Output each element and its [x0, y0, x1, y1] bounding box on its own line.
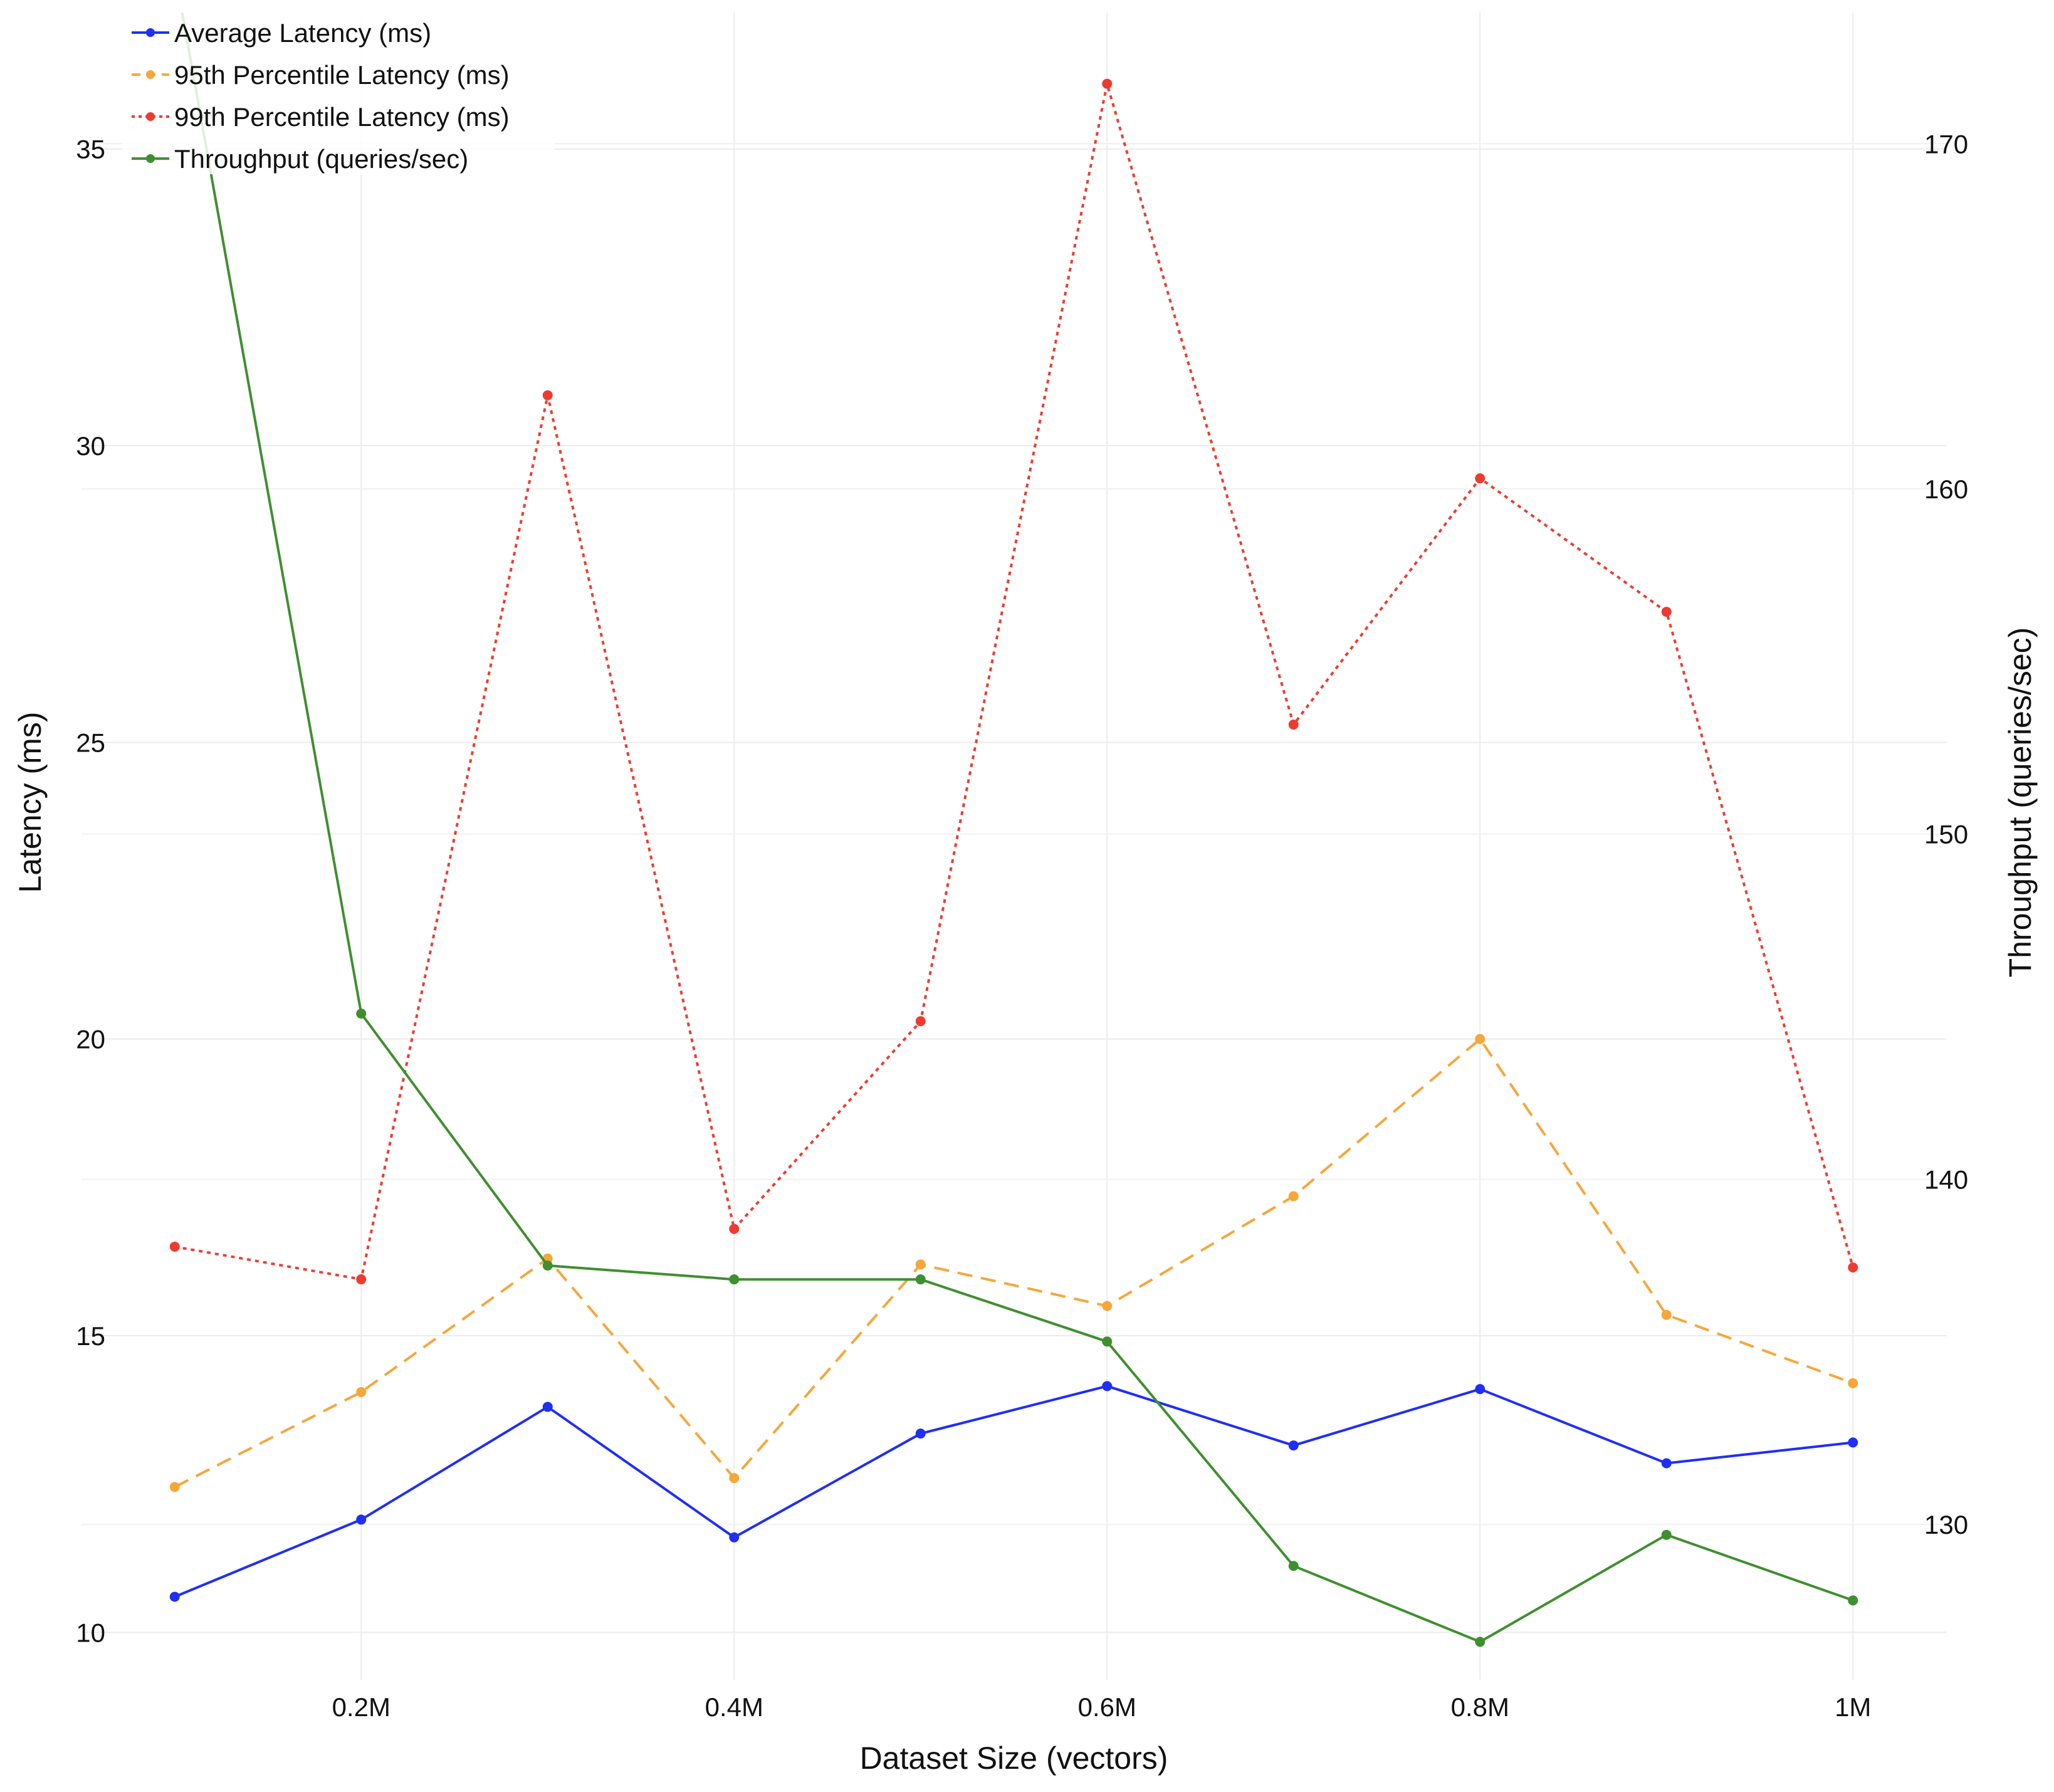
data-point: [729, 1473, 740, 1484]
data-point: [1848, 1595, 1858, 1606]
data-point: [1475, 473, 1485, 484]
y2-tick-label: 150: [1924, 820, 1968, 849]
data-point: [356, 1386, 367, 1397]
legend-swatch-marker: [146, 28, 155, 37]
data-point: [1661, 1309, 1672, 1320]
legend-swatch-marker: [146, 112, 155, 121]
legend-item: 99th Percentile Latency (ms): [132, 102, 510, 132]
x-tick-label: 0.8M: [1451, 1692, 1509, 1722]
legend: Average Latency (ms) 95th Percentile Late…: [122, 5, 555, 174]
series-2: [169, 1034, 1858, 1492]
x-tick-label: 1M: [1835, 1692, 1871, 1722]
left-axis-ticks: 10 15 20 25 30 35: [76, 135, 105, 1648]
data-point: [915, 1016, 926, 1027]
data-point: [1102, 1301, 1113, 1311]
data-point: [1475, 1637, 1485, 1647]
y2-tick-label: 140: [1924, 1165, 1968, 1194]
data-point: [1288, 1561, 1299, 1571]
y-tick-label: 25: [76, 728, 105, 757]
data-point: [1288, 719, 1299, 730]
y-tick-label: 30: [76, 431, 105, 461]
data-point: [542, 1402, 553, 1412]
series-4: [181, 13, 1858, 1647]
right-axis-title: Throughput (queries/sec): [2003, 627, 2038, 978]
y2-tick-label: 130: [1924, 1510, 1968, 1539]
data-point: [356, 1514, 367, 1525]
legend-item: Throughput (queries/sec): [132, 144, 468, 174]
legend-swatch-marker: [146, 154, 155, 163]
data-point: [1288, 1191, 1299, 1202]
data-point: [1661, 1458, 1672, 1469]
data-point: [542, 390, 553, 401]
series-line: [181, 13, 1853, 1643]
data-point: [1848, 1262, 1858, 1273]
right-axis-ticks: 130 140 150 160 170: [1924, 129, 1968, 1539]
x-tick-label: 0.4M: [705, 1692, 763, 1722]
data-point: [356, 1009, 367, 1019]
legend-swatch-marker: [146, 70, 155, 79]
data-point: [1102, 1336, 1113, 1347]
data-point: [1102, 78, 1113, 89]
data-point: [915, 1428, 926, 1439]
x-tick-label: 0.6M: [1078, 1692, 1136, 1722]
y-tick-label: 35: [76, 135, 105, 164]
data-point: [1475, 1034, 1485, 1044]
series: [169, 13, 1858, 1647]
x-axis-ticks: 0.2M 0.4M 0.6M 0.8M 1M: [332, 1692, 1872, 1722]
series-line: [174, 82, 1855, 1281]
data-point: [542, 1260, 553, 1271]
left-axis-title: Latency (ms): [13, 712, 48, 893]
legend-label: 95th Percentile Latency (ms): [174, 60, 510, 90]
legend-label: Throughput (queries/sec): [174, 144, 468, 174]
legend-label: Average Latency (ms): [174, 18, 431, 48]
data-point: [1475, 1384, 1485, 1395]
data-point: [1102, 1381, 1113, 1391]
data-point: [915, 1259, 926, 1270]
series-line: [174, 1037, 1853, 1489]
y2-tick-label: 160: [1924, 474, 1968, 504]
data-point: [1661, 1529, 1672, 1540]
data-point: [1848, 1437, 1858, 1448]
data-point: [1848, 1378, 1858, 1388]
legend-label: 99th Percentile Latency (ms): [174, 102, 510, 132]
legend-item: 95th Percentile Latency (ms): [132, 60, 510, 90]
legend-item: Average Latency (ms): [132, 18, 431, 48]
data-point: [729, 1532, 740, 1543]
grid: [81, 13, 1946, 1680]
data-point: [1288, 1440, 1299, 1451]
y-tick-label: 20: [76, 1025, 105, 1054]
y-tick-label: 10: [76, 1618, 105, 1647]
x-axis-title: Dataset Size (vectors): [860, 1741, 1168, 1776]
series-line: [174, 1385, 1853, 1598]
data-point: [1661, 607, 1672, 617]
series-1: [169, 1381, 1858, 1602]
data-point: [169, 1241, 180, 1252]
data-point: [356, 1274, 367, 1285]
data-point: [915, 1274, 926, 1285]
y2-tick-label: 170: [1924, 129, 1968, 159]
data-point: [169, 1591, 180, 1602]
y-tick-label: 15: [76, 1321, 105, 1351]
data-point: [729, 1274, 740, 1285]
x-tick-label: 0.2M: [332, 1692, 390, 1722]
series-3: [169, 78, 1858, 1285]
data-point: [729, 1223, 740, 1234]
legend-background: [122, 5, 555, 174]
data-point: [169, 1482, 180, 1492]
